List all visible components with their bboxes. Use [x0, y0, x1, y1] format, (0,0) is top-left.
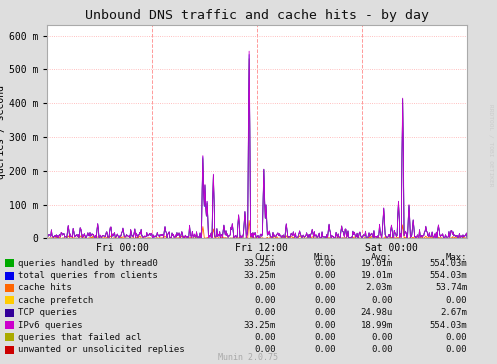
- Text: 0.00: 0.00: [254, 296, 276, 305]
- Text: Min:: Min:: [314, 253, 335, 262]
- Text: 0.00: 0.00: [314, 259, 335, 268]
- Text: 0.00: 0.00: [254, 284, 276, 292]
- Text: 33.25m: 33.25m: [244, 321, 276, 329]
- Text: 554.03m: 554.03m: [429, 321, 467, 329]
- Text: 0.00: 0.00: [314, 284, 335, 292]
- Text: 0.00: 0.00: [254, 333, 276, 342]
- Text: 0.00: 0.00: [371, 345, 393, 354]
- Text: 0.00: 0.00: [314, 271, 335, 280]
- Text: unwanted or unsolicited replies: unwanted or unsolicited replies: [18, 345, 184, 354]
- Text: 33.25m: 33.25m: [244, 259, 276, 268]
- Y-axis label: queries / second: queries / second: [0, 85, 6, 179]
- Text: 0.00: 0.00: [314, 296, 335, 305]
- Text: Avg:: Avg:: [371, 253, 393, 262]
- Title: Unbound DNS traffic and cache hits - by day: Unbound DNS traffic and cache hits - by …: [85, 8, 429, 21]
- Text: 554.03m: 554.03m: [429, 259, 467, 268]
- Text: 0.00: 0.00: [314, 321, 335, 329]
- Text: 0.00: 0.00: [446, 345, 467, 354]
- Text: Cur:: Cur:: [254, 253, 276, 262]
- Text: 2.67m: 2.67m: [440, 308, 467, 317]
- Text: 0.00: 0.00: [371, 333, 393, 342]
- Text: 19.01m: 19.01m: [360, 259, 393, 268]
- Text: cache prefetch: cache prefetch: [18, 296, 93, 305]
- Text: 0.00: 0.00: [314, 308, 335, 317]
- Text: 0.00: 0.00: [446, 333, 467, 342]
- Text: 0.00: 0.00: [371, 296, 393, 305]
- Text: 0.00: 0.00: [446, 296, 467, 305]
- Text: RRDTOOL / TOBI OETIKER: RRDTOOL / TOBI OETIKER: [489, 104, 494, 187]
- Text: 0.00: 0.00: [314, 333, 335, 342]
- Text: 53.74m: 53.74m: [435, 284, 467, 292]
- Text: 18.99m: 18.99m: [360, 321, 393, 329]
- Text: 24.98u: 24.98u: [360, 308, 393, 317]
- Text: 2.03m: 2.03m: [366, 284, 393, 292]
- Text: IPv6 queries: IPv6 queries: [18, 321, 83, 329]
- Text: 554.03m: 554.03m: [429, 271, 467, 280]
- Text: TCP queries: TCP queries: [18, 308, 77, 317]
- Text: 0.00: 0.00: [254, 345, 276, 354]
- Text: Munin 2.0.75: Munin 2.0.75: [219, 353, 278, 362]
- Text: 0.00: 0.00: [314, 345, 335, 354]
- Text: queries handled by thread0: queries handled by thread0: [18, 259, 158, 268]
- Text: queries that failed acl: queries that failed acl: [18, 333, 142, 342]
- Text: cache hits: cache hits: [18, 284, 72, 292]
- Text: total queries from clients: total queries from clients: [18, 271, 158, 280]
- Text: 0.00: 0.00: [254, 308, 276, 317]
- Text: 33.25m: 33.25m: [244, 271, 276, 280]
- Text: Max:: Max:: [446, 253, 467, 262]
- Text: 19.01m: 19.01m: [360, 271, 393, 280]
